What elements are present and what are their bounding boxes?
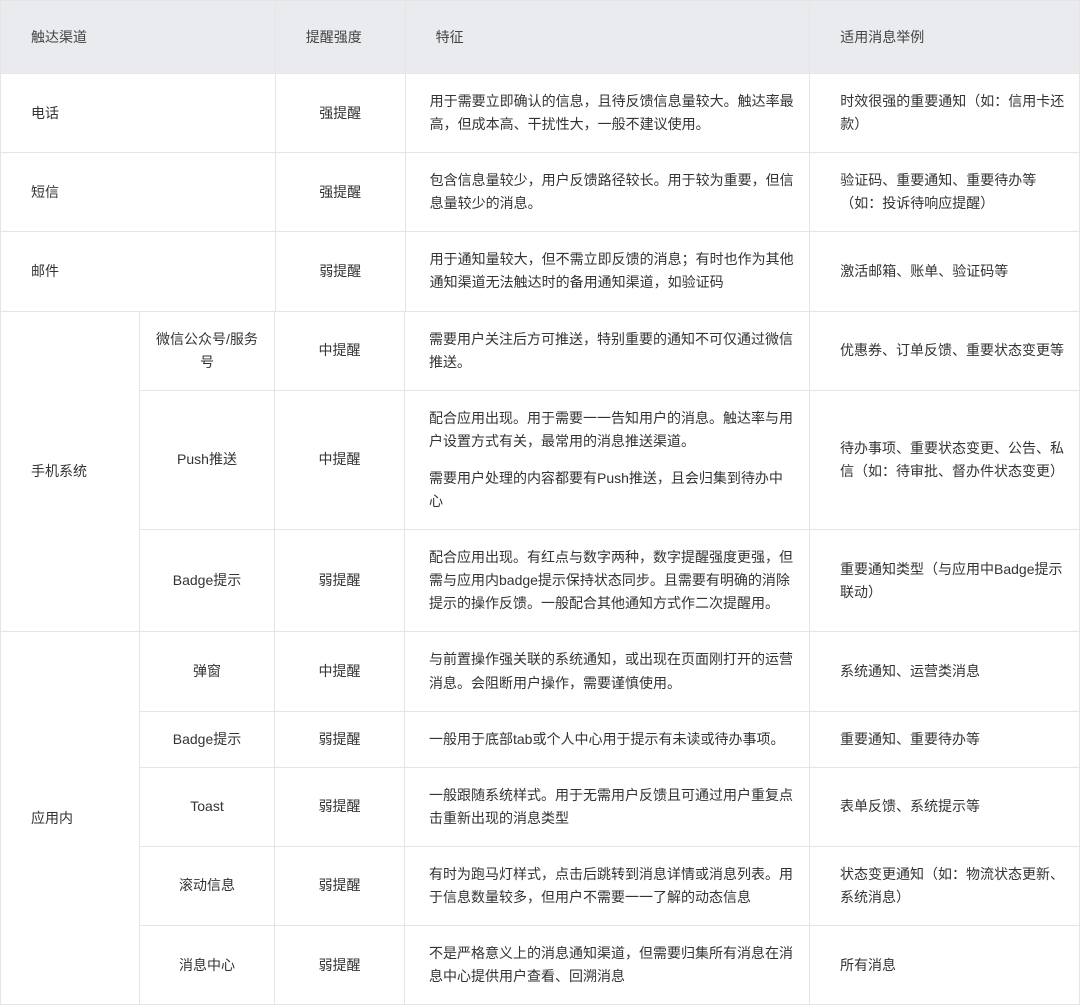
- notification-channels-table: 触达渠道 提醒强度 特征 适用消息举例 电话 强提醒 用于需要立即确认的信息，且…: [0, 0, 1080, 1005]
- feature-para: 配合应用出现。用于需要一一告知用户的消息。触达率与用户设置方式有关，最常用的消息…: [429, 407, 795, 453]
- cell-intensity: 弱提醒: [275, 768, 405, 847]
- cell-sub-channel: 弹窗: [140, 632, 275, 711]
- table-row: Toast 弱提醒 一般跟随系统样式。用于无需用户反馈且可通过用户重复点击重新出…: [140, 768, 1080, 847]
- table-row: 邮件 弱提醒 用于通知量较大，但不需立即反馈的消息；有时也作为其他通知渠道无法触…: [1, 232, 1080, 311]
- cell-intensity: 中提醒: [275, 632, 405, 711]
- row-group-mobile-system: 手机系统 微信公众号/服务号 中提醒 需要用户关注后方可推送，特别重要的通知不可…: [1, 312, 1080, 633]
- header-example: 适用消息举例: [810, 1, 1080, 74]
- feature-para: 需要用户处理的内容都要有Push推送，且会归集到待办中心: [429, 467, 795, 513]
- cell-sub-channel: 消息中心: [140, 926, 275, 1005]
- cell-feature: 用于通知量较大，但不需立即反馈的消息；有时也作为其他通知渠道无法触达时的备用通知…: [406, 232, 811, 311]
- cell-feature: 与前置操作强关联的系统通知，或出现在页面刚打开的运营消息。会阻断用户操作，需要谨…: [405, 632, 810, 711]
- cell-example: 待办事项、重要状态变更、公告、私信（如：待审批、督办件状态变更）: [810, 391, 1080, 530]
- cell-feature: 不是严格意义上的消息通知渠道，但需要归集所有消息在消息中心提供用户查看、回溯消息: [405, 926, 810, 1005]
- table-row: Badge提示 弱提醒 配合应用出现。有红点与数字两种，数字提醒强度更强，但需与…: [140, 530, 1080, 632]
- cell-intensity: 中提醒: [275, 312, 405, 391]
- cell-intensity: 弱提醒: [275, 926, 405, 1005]
- cell-example: 系统通知、运营类消息: [810, 632, 1080, 711]
- cell-example: 重要通知类型（与应用中Badge提示联动）: [810, 530, 1080, 632]
- cell-feature: 配合应用出现。用于需要一一告知用户的消息。触达率与用户设置方式有关，最常用的消息…: [405, 391, 810, 530]
- header-channel: 触达渠道: [1, 1, 276, 74]
- cell-sub-channel: Push推送: [140, 391, 275, 530]
- cell-example: 优惠券、订单反馈、重要状态变更等: [810, 312, 1080, 391]
- cell-example: 状态变更通知（如：物流状态更新、系统消息）: [810, 847, 1080, 926]
- cell-intensity: 弱提醒: [276, 232, 406, 311]
- table-row: Push推送 中提醒 配合应用出现。用于需要一一告知用户的消息。触达率与用户设置…: [140, 391, 1080, 530]
- cell-intensity: 弱提醒: [275, 712, 405, 768]
- cell-sub-channel: 微信公众号/服务号: [140, 312, 275, 391]
- table-row: 短信 强提醒 包含信息量较少，用户反馈路径较长。用于较为重要，但信息量较少的消息…: [1, 153, 1080, 232]
- cell-intensity: 强提醒: [276, 153, 406, 232]
- cell-feature: 包含信息量较少，用户反馈路径较长。用于较为重要，但信息量较少的消息。: [406, 153, 811, 232]
- cell-channel: 电话: [1, 74, 276, 153]
- cell-sub-channel: Toast: [140, 768, 275, 847]
- cell-feature: 有时为跑马灯样式，点击后跳转到消息详情或消息列表。用于信息数量较多，但用户不需要…: [405, 847, 810, 926]
- table-row: Badge提示 弱提醒 一般用于底部tab或个人中心用于提示有未读或待办事项。 …: [140, 712, 1080, 768]
- cell-feature: 一般用于底部tab或个人中心用于提示有未读或待办事项。: [405, 712, 810, 768]
- cell-sub-channel: Badge提示: [140, 712, 275, 768]
- cell-feature: 配合应用出现。有红点与数字两种，数字提醒强度更强，但需与应用内badge提示保持…: [405, 530, 810, 632]
- cell-intensity: 弱提醒: [275, 847, 405, 926]
- header-feature: 特征: [406, 1, 811, 74]
- cell-feature: 需要用户关注后方可推送，特别重要的通知不可仅通过微信推送。: [405, 312, 810, 391]
- table-row: 电话 强提醒 用于需要立即确认的信息，且待反馈信息量较大。触达率最高，但成本高、…: [1, 74, 1080, 153]
- cell-example: 表单反馈、系统提示等: [810, 768, 1080, 847]
- cell-example: 激活邮箱、账单、验证码等: [810, 232, 1080, 311]
- cell-channel: 短信: [1, 153, 276, 232]
- group-label: 应用内: [1, 632, 140, 1005]
- cell-intensity: 中提醒: [275, 391, 405, 530]
- cell-example: 所有消息: [810, 926, 1080, 1005]
- group-label: 手机系统: [1, 312, 140, 633]
- cell-example: 时效很强的重要通知（如：信用卡还款）: [810, 74, 1080, 153]
- cell-channel: 邮件: [1, 232, 276, 311]
- cell-feature: 一般跟随系统样式。用于无需用户反馈且可通过用户重复点击重新出现的消息类型: [405, 768, 810, 847]
- cell-feature: 用于需要立即确认的信息，且待反馈信息量较大。触达率最高，但成本高、干扰性大，一般…: [406, 74, 811, 153]
- cell-sub-channel: 滚动信息: [140, 847, 275, 926]
- cell-example: 重要通知、重要待办等: [810, 712, 1080, 768]
- cell-example: 验证码、重要通知、重要待办等（如：投诉待响应提醒）: [810, 153, 1080, 232]
- cell-sub-channel: Badge提示: [140, 530, 275, 632]
- header-intensity: 提醒强度: [276, 1, 406, 74]
- table-header-row: 触达渠道 提醒强度 特征 适用消息举例: [1, 1, 1080, 74]
- table-row: 滚动信息 弱提醒 有时为跑马灯样式，点击后跳转到消息详情或消息列表。用于信息数量…: [140, 847, 1080, 926]
- table-row: 消息中心 弱提醒 不是严格意义上的消息通知渠道，但需要归集所有消息在消息中心提供…: [140, 926, 1080, 1005]
- table-row: 微信公众号/服务号 中提醒 需要用户关注后方可推送，特别重要的通知不可仅通过微信…: [140, 312, 1080, 391]
- cell-intensity: 弱提醒: [275, 530, 405, 632]
- row-group-in-app: 应用内 弹窗 中提醒 与前置操作强关联的系统通知，或出现在页面刚打开的运营消息。…: [1, 632, 1080, 1005]
- table-row: 弹窗 中提醒 与前置操作强关联的系统通知，或出现在页面刚打开的运营消息。会阻断用…: [140, 632, 1080, 711]
- cell-intensity: 强提醒: [276, 74, 406, 153]
